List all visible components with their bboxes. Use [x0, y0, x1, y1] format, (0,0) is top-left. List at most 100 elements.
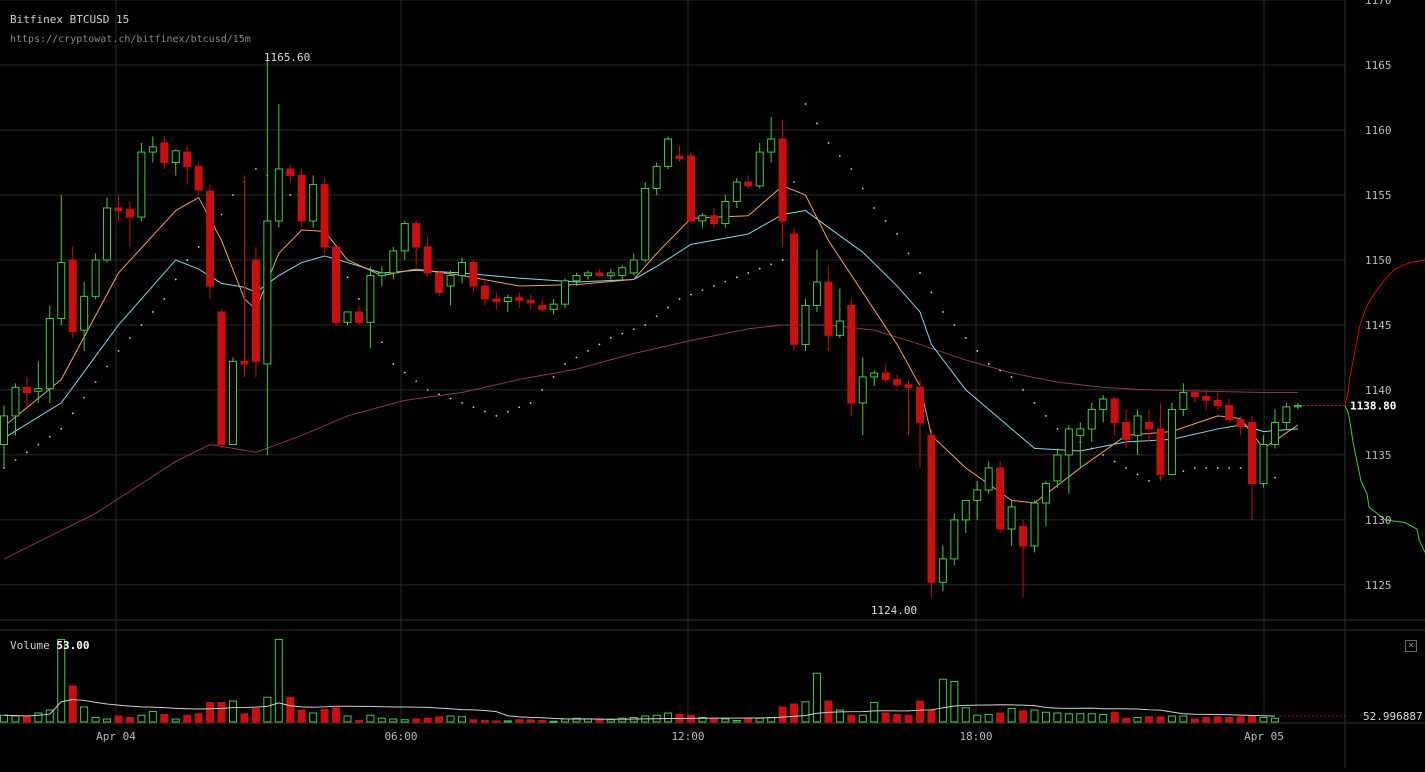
candle-body[interactable] [183, 151, 192, 167]
candle-body[interactable] [881, 372, 890, 381]
volume-bar[interactable] [916, 700, 924, 723]
volume-bar[interactable] [790, 703, 799, 723]
volume-bar[interactable] [240, 713, 249, 723]
candle-body[interactable] [538, 304, 547, 310]
candle-body[interactable] [1190, 392, 1199, 397]
candle-body[interactable] [206, 190, 215, 287]
candle-body[interactable] [778, 138, 787, 222]
candle-body[interactable] [1202, 395, 1211, 401]
candle-body[interactable] [618, 267, 627, 277]
volume-bar[interactable] [698, 717, 707, 723]
volume-bar[interactable] [1213, 716, 1222, 723]
volume-bar[interactable] [1019, 710, 1028, 723]
candle-body[interactable] [286, 168, 295, 176]
volume-bar[interactable] [549, 720, 558, 723]
candle-body[interactable] [664, 138, 673, 167]
volume-bar[interactable] [973, 714, 982, 723]
volume-bar[interactable] [103, 718, 112, 723]
volume-bar[interactable] [320, 708, 329, 723]
candle-body[interactable] [847, 304, 856, 404]
candle-body[interactable] [217, 311, 226, 446]
volume-bar[interactable] [125, 717, 134, 723]
candle-body[interactable] [744, 181, 753, 187]
volume-bar[interactable] [1156, 716, 1165, 723]
volume-bar[interactable] [721, 718, 730, 723]
volume-bar[interactable] [515, 719, 524, 723]
volume-bar[interactable] [1190, 718, 1199, 723]
volume-bar[interactable] [469, 719, 478, 723]
candle-body[interactable] [400, 223, 409, 252]
candle-body[interactable] [320, 184, 329, 248]
volume-bar[interactable] [1270, 717, 1279, 723]
candle-body[interactable] [343, 311, 352, 323]
candle-body[interactable] [698, 215, 707, 222]
volume-bar[interactable] [927, 709, 936, 723]
candle-body[interactable] [1236, 419, 1245, 427]
candle-body[interactable] [561, 280, 570, 305]
volume-bar[interactable] [1202, 717, 1211, 723]
volume-bar[interactable] [332, 707, 341, 723]
volume-bar[interactable] [1099, 714, 1108, 723]
volume-bar[interactable] [938, 678, 947, 723]
volume-bar[interactable] [744, 718, 753, 723]
candle-body[interactable] [961, 499, 970, 521]
volume-bar[interactable] [561, 718, 570, 723]
candle-body[interactable] [1087, 408, 1096, 430]
volume-bar[interactable] [412, 718, 421, 723]
volume-bar[interactable] [664, 712, 673, 723]
candle-body[interactable] [469, 262, 478, 287]
volume-bar[interactable] [1167, 715, 1176, 723]
candle-body[interactable] [916, 386, 924, 423]
candle-body[interactable] [263, 220, 272, 365]
volume-bar[interactable] [709, 717, 718, 723]
candle-body[interactable] [240, 360, 249, 365]
volume-bar[interactable] [480, 720, 489, 723]
candle-body[interactable] [927, 434, 936, 583]
volume-bar[interactable] [400, 719, 409, 723]
candle-body[interactable] [938, 558, 947, 583]
volume-bar[interactable] [618, 717, 627, 723]
volume-bar[interactable] [34, 712, 43, 723]
volume-bar[interactable] [354, 720, 363, 723]
candle-body[interactable] [1053, 454, 1062, 482]
candle-body[interactable] [68, 259, 77, 332]
candle-body[interactable] [103, 207, 112, 261]
volume-bar[interactable] [870, 702, 879, 723]
candle-body[interactable] [721, 200, 730, 225]
volume-bar[interactable] [538, 720, 547, 723]
volume-bar[interactable] [251, 708, 260, 723]
candle-body[interactable] [1179, 392, 1188, 410]
candle-body[interactable] [1122, 421, 1131, 440]
volume-bar[interactable] [343, 715, 352, 723]
candle-body[interactable] [767, 138, 776, 153]
volumes[interactable] [0, 639, 1279, 723]
candle-body[interactable] [1110, 398, 1119, 423]
candle-body[interactable] [812, 281, 821, 306]
candle-body[interactable] [641, 187, 650, 261]
volume-bar[interactable] [1122, 717, 1131, 723]
candle-body[interactable] [1019, 525, 1028, 547]
volume-bar[interactable] [309, 712, 318, 723]
candle-body[interactable] [125, 208, 134, 218]
volume-bar[interactable] [22, 716, 31, 723]
candle-body[interactable] [950, 519, 959, 560]
candle-body[interactable] [160, 142, 169, 163]
candle-body[interactable] [148, 146, 157, 153]
candle-body[interactable] [732, 181, 741, 202]
volume-bar[interactable] [274, 639, 283, 723]
volume-bar[interactable] [893, 714, 902, 723]
candle-body[interactable] [251, 259, 260, 362]
candle-body[interactable] [503, 297, 512, 303]
candle-body[interactable] [893, 379, 902, 386]
candle-body[interactable] [45, 317, 54, 390]
candle-body[interactable] [1248, 421, 1257, 485]
candle-body[interactable] [137, 151, 146, 218]
volume-bar[interactable] [812, 672, 821, 723]
volume-bar[interactable] [458, 716, 466, 723]
volume-bar[interactable] [492, 720, 501, 723]
candle-body[interactable] [171, 150, 180, 163]
volume-bar[interactable] [847, 714, 856, 723]
candle-body[interactable] [1293, 405, 1302, 408]
candle-body[interactable] [870, 372, 879, 378]
volume-bar[interactable] [137, 714, 146, 723]
